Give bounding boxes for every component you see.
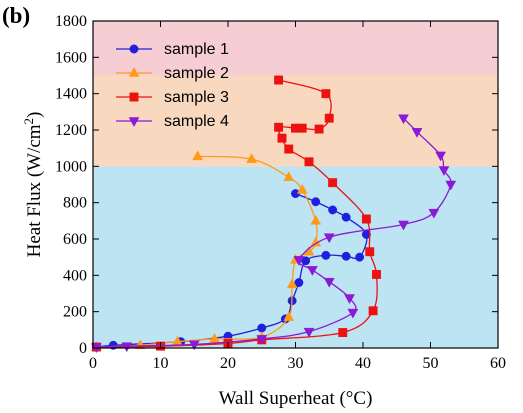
y-axis-label: Heat Flux (W/cm2) [21,112,46,258]
data-point [297,123,307,133]
data-point [209,332,220,343]
y-tick-label: 400 [63,267,87,284]
data-point [361,214,371,224]
legend-marker [128,66,140,77]
data-point [328,178,338,188]
data-point [277,133,287,143]
data-point [192,150,204,161]
x-tick-label: 50 [423,355,439,372]
data-point [311,197,321,207]
data-point [365,247,375,257]
background-band-3 [93,21,498,76]
legend-item-1: sample 1 [116,41,229,58]
legend-marker [129,92,139,102]
data-point [188,340,200,351]
data-point [274,75,284,85]
data-point [323,233,335,244]
data-point [293,256,305,266]
data-point [310,214,322,225]
data-point [121,342,133,353]
x-tick-label: 40 [355,355,371,372]
x-tick-label: 10 [153,355,169,372]
data-point [338,328,348,338]
x-axis-label: Wall Superheat (°C) [219,388,373,409]
legend: sample 1 sample 2 sample 3 sample 4 [116,41,229,130]
data-point [341,212,351,222]
background-band-2 [93,75,498,167]
y-tick-label: 0 [79,340,87,357]
y-tick-label: 600 [63,231,87,248]
data-point [257,323,267,333]
data-point [398,114,409,125]
data-point [314,124,324,134]
data-point [324,113,334,123]
data-point [303,327,315,338]
y-tick-label: 1200 [55,122,87,139]
panel-label: (b) [2,3,31,28]
data-point [321,250,331,260]
x-tick-label: 60 [490,355,506,372]
data-point [283,311,295,321]
data-point [341,251,351,261]
data-point [328,205,338,215]
y-tick-label: 1000 [55,158,87,175]
data-point [296,183,308,194]
y-tick-label: 1800 [55,13,87,30]
data-point [304,157,314,167]
data-point [306,266,318,276]
data-point [344,294,355,305]
data-point [294,278,304,288]
data-point [323,277,335,288]
legend-label: sample 3 [164,89,229,106]
y-tick-label: 1600 [55,49,87,66]
data-point [372,269,381,279]
data-point [428,208,440,219]
data-point [347,308,359,319]
x-tick-label: 20 [220,355,236,372]
data-point [438,166,450,176]
data-point [368,306,378,316]
y-tick-label: 200 [63,304,87,321]
data-point [256,335,268,345]
y-tick-label: 800 [63,195,87,212]
legend-label: sample 2 [164,65,229,82]
data-point [284,144,294,154]
data-point [286,278,298,289]
y-tick-label: 1400 [55,86,87,103]
data-point [398,220,409,231]
legend-label: sample 1 [164,41,229,58]
legend-label: sample 4 [164,113,229,130]
legend-marker [128,117,140,128]
data-point [355,252,365,262]
legend-item-2: sample 2 [116,65,229,82]
data-point [274,122,284,132]
series-4 [90,114,457,354]
data-point [283,171,295,181]
x-tick-label: 30 [288,355,304,372]
data-point [411,128,423,138]
data-point [435,151,447,162]
x-tick-label: 0 [89,355,97,372]
data-point [445,180,457,191]
legend-item-3: sample 3 [116,89,229,106]
data-point [246,153,258,163]
legend-marker [129,44,139,54]
data-point [321,89,331,99]
legend-item-4: sample 4 [116,113,229,130]
